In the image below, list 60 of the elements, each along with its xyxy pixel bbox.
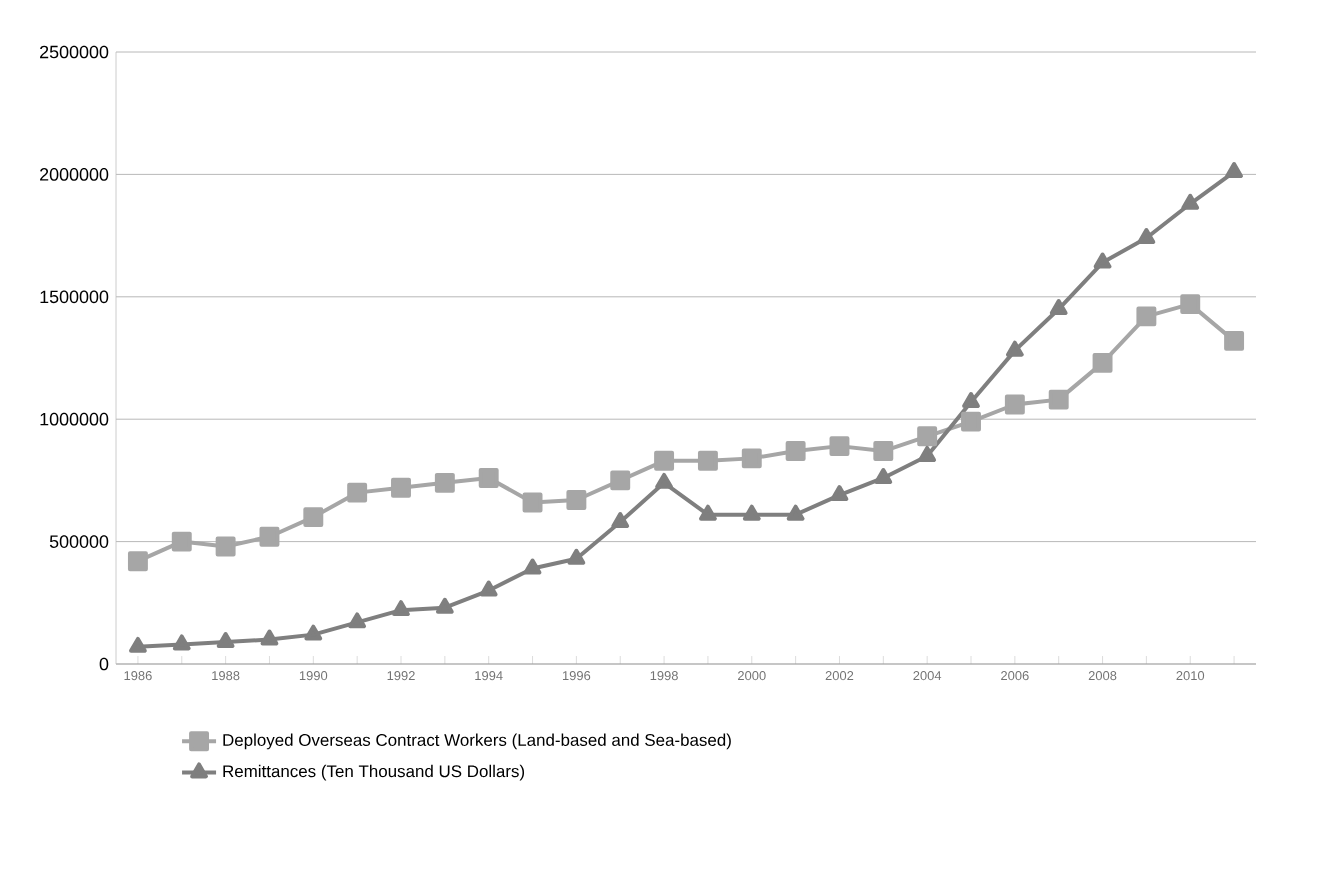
point [567,548,586,565]
point [830,485,849,502]
y-tick-label: 500000 [49,535,109,548]
point [522,492,543,513]
point [1092,352,1113,373]
point [918,445,937,462]
point [129,636,147,653]
point [171,531,192,552]
legend-label: Deployed Overseas Contract Workers (Land-based and Sea-based) [223,733,731,750]
point [786,504,805,521]
point [479,580,498,597]
point [742,504,761,521]
point [566,490,587,510]
y-tick-label: 2500000 [40,45,109,59]
point [1136,306,1157,327]
point [1049,299,1068,316]
point [1181,193,1200,210]
point [347,482,368,503]
point [611,512,630,528]
point [873,441,894,461]
point [1180,294,1201,315]
point [1137,228,1156,245]
point [172,634,191,651]
point [303,507,324,528]
point [874,467,893,484]
y-tick-label: 0 [99,657,109,671]
y-tick-label: 1500000 [40,290,109,304]
point [435,597,454,614]
point [699,504,717,521]
point [1224,330,1245,351]
point [962,392,980,409]
point [348,612,367,629]
point [392,600,410,617]
y-tick-label: 1000000 [40,412,109,426]
point [1005,340,1024,357]
point [478,467,499,488]
point [961,411,981,432]
point [523,558,542,575]
point [697,450,718,471]
point [654,450,675,471]
point [785,441,806,461]
point [655,472,673,489]
point [434,472,455,493]
point [1004,394,1025,415]
point [391,477,411,498]
legend-label: Remittances (Ten Thousand US Dollars) [223,764,525,781]
y-tick-label: 2000000 [40,168,109,181]
point [917,426,938,447]
point [610,470,631,491]
point [1093,252,1112,269]
point [259,526,280,547]
point [127,551,148,572]
point [304,624,323,641]
point [215,536,236,557]
point [1225,161,1243,178]
point [1048,389,1069,410]
point [216,631,235,648]
point [741,448,762,469]
point [829,436,850,457]
point [260,629,279,646]
